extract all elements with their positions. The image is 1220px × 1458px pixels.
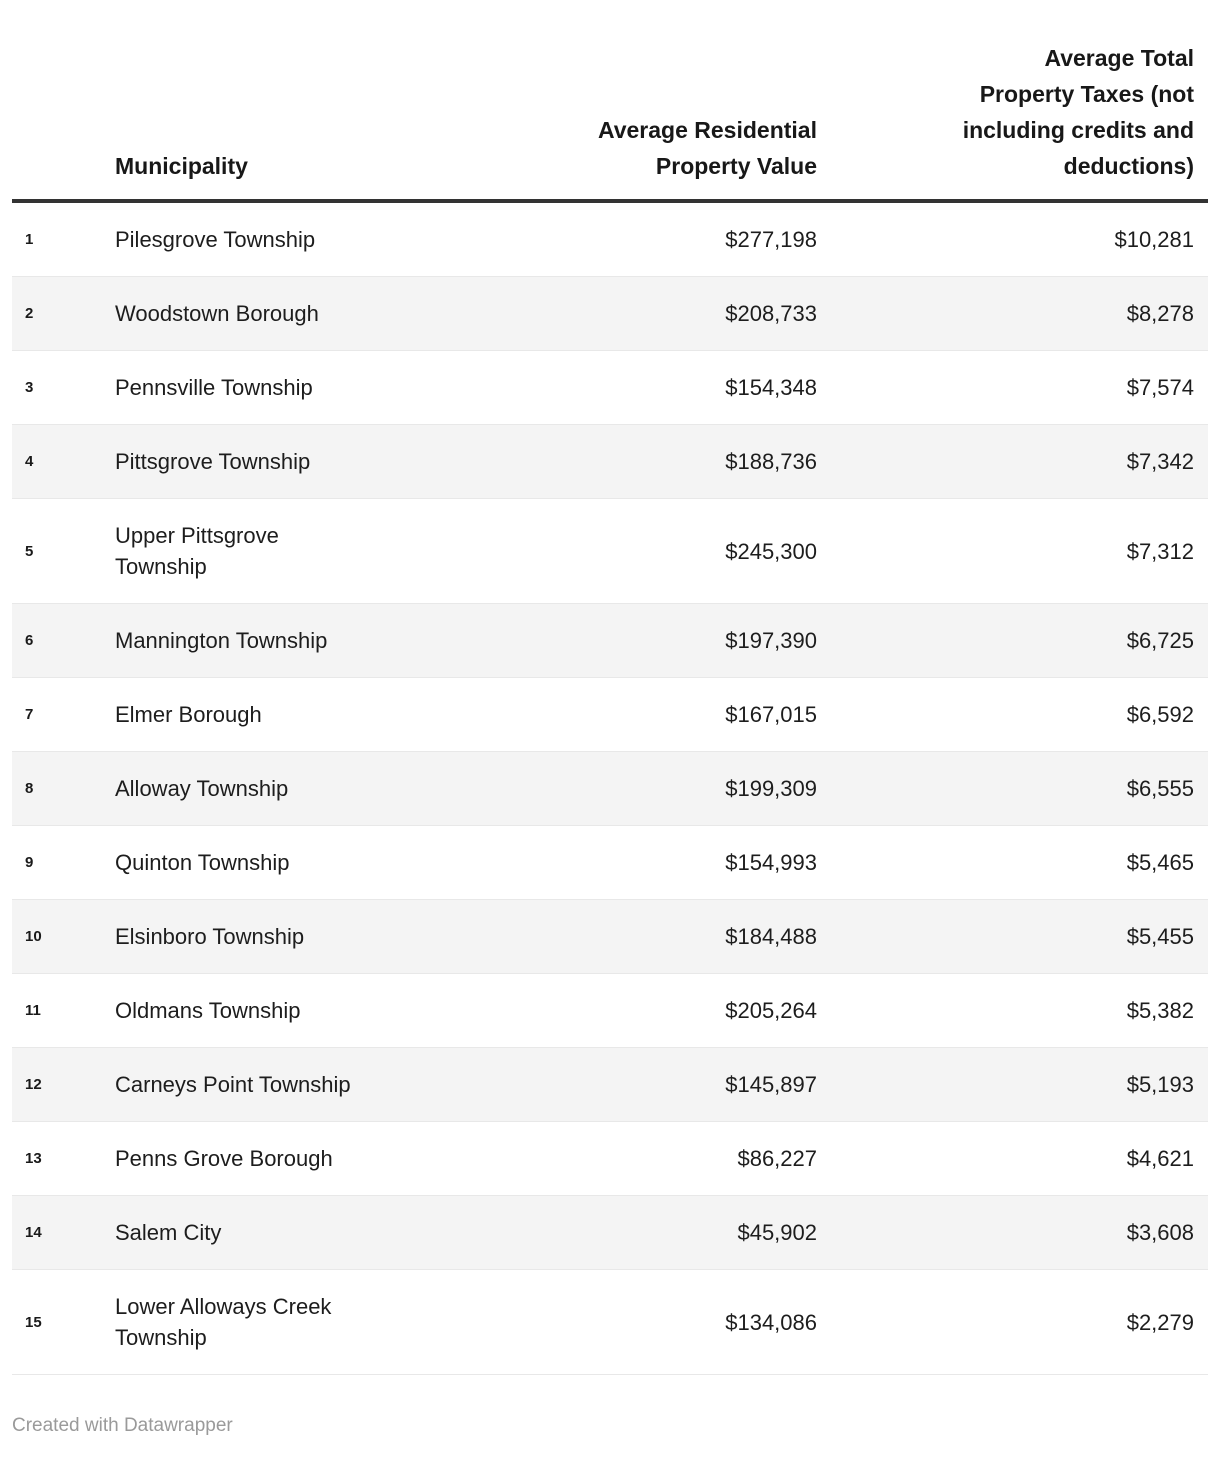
value-cell: $245,300 bbox=[445, 498, 825, 604]
rank-cell: 5 bbox=[12, 498, 115, 604]
taxes-cell: $8,278 bbox=[825, 276, 1208, 351]
column-header-property-taxes: Average Total Property Taxes (not includ… bbox=[825, 0, 1208, 203]
table-row: 10 Elsinboro Township $184,488 $5,455 bbox=[12, 899, 1208, 974]
value-cell: $145,897 bbox=[445, 1047, 825, 1122]
table-row: 13 Penns Grove Borough $86,227 $4,621 bbox=[12, 1121, 1208, 1196]
taxes-cell: $6,725 bbox=[825, 603, 1208, 678]
taxes-cell: $5,382 bbox=[825, 973, 1208, 1048]
municipality-cell: Elsinboro Township bbox=[115, 899, 445, 974]
rank-cell: 3 bbox=[12, 350, 115, 425]
municipality-cell: Pilesgrove Township bbox=[115, 201, 445, 277]
table-row: 3 Pennsville Township $154,348 $7,574 bbox=[12, 350, 1208, 425]
municipality-cell: Salem City bbox=[115, 1195, 445, 1270]
value-cell: $154,993 bbox=[445, 825, 825, 900]
table-row: 2 Woodstown Borough $208,733 $8,278 bbox=[12, 276, 1208, 351]
municipality-cell: Upper Pittsgrove Township bbox=[115, 498, 445, 604]
table-row: 5 Upper Pittsgrove Township $245,300 $7,… bbox=[12, 498, 1208, 604]
value-cell: $134,086 bbox=[445, 1269, 825, 1375]
value-cell: $277,198 bbox=[445, 201, 825, 277]
table-row: 14 Salem City $45,902 $3,608 bbox=[12, 1195, 1208, 1270]
municipality-cell: Elmer Borough bbox=[115, 677, 445, 752]
value-cell: $197,390 bbox=[445, 603, 825, 678]
table-body: 1 Pilesgrove Township $277,198 $10,281 2… bbox=[12, 201, 1208, 1375]
rank-cell: 11 bbox=[12, 973, 115, 1048]
rank-cell: 1 bbox=[12, 201, 115, 277]
value-cell: $208,733 bbox=[445, 276, 825, 351]
rank-cell: 2 bbox=[12, 276, 115, 351]
municipality-cell: Lower Alloways Creek Township bbox=[115, 1269, 445, 1375]
table-row: 9 Quinton Township $154,993 $5,465 bbox=[12, 825, 1208, 900]
table-row: 1 Pilesgrove Township $277,198 $10,281 bbox=[12, 201, 1208, 277]
footer: Created with Datawrapper bbox=[12, 1415, 1208, 1437]
value-cell: $199,309 bbox=[445, 751, 825, 826]
taxes-cell: $7,574 bbox=[825, 350, 1208, 425]
table-row: 11 Oldmans Township $205,264 $5,382 bbox=[12, 973, 1208, 1048]
value-cell: $167,015 bbox=[445, 677, 825, 752]
taxes-cell: $5,455 bbox=[825, 899, 1208, 974]
table-row: 12 Carneys Point Township $145,897 $5,19… bbox=[12, 1047, 1208, 1122]
value-cell: $154,348 bbox=[445, 350, 825, 425]
rank-cell: 10 bbox=[12, 899, 115, 974]
value-cell: $205,264 bbox=[445, 973, 825, 1048]
column-header-rank bbox=[12, 0, 115, 203]
municipality-cell: Alloway Township bbox=[115, 751, 445, 826]
datawrapper-attribution-link[interactable]: Created with Datawrapper bbox=[12, 1415, 233, 1436]
taxes-cell: $7,342 bbox=[825, 424, 1208, 499]
municipality-cell: Pittsgrove Township bbox=[115, 424, 445, 499]
table-row: 8 Alloway Township $199,309 $6,555 bbox=[12, 751, 1208, 826]
value-cell: $86,227 bbox=[445, 1121, 825, 1196]
municipality-cell: Penns Grove Borough bbox=[115, 1121, 445, 1196]
municipality-cell: Oldmans Township bbox=[115, 973, 445, 1048]
taxes-cell: $10,281 bbox=[825, 201, 1208, 277]
value-cell: $188,736 bbox=[445, 424, 825, 499]
taxes-cell: $6,555 bbox=[825, 751, 1208, 826]
table-row: 7 Elmer Borough $167,015 $6,592 bbox=[12, 677, 1208, 752]
rank-cell: 14 bbox=[12, 1195, 115, 1270]
municipality-cell: Mannington Township bbox=[115, 603, 445, 678]
table-header: Municipality Average Residential Propert… bbox=[12, 0, 1208, 203]
taxes-cell: $6,592 bbox=[825, 677, 1208, 752]
rank-cell: 4 bbox=[12, 424, 115, 499]
taxes-cell: $4,621 bbox=[825, 1121, 1208, 1196]
value-cell: $45,902 bbox=[445, 1195, 825, 1270]
rank-cell: 12 bbox=[12, 1047, 115, 1122]
taxes-cell: $5,193 bbox=[825, 1047, 1208, 1122]
rank-cell: 6 bbox=[12, 603, 115, 678]
table-row: 4 Pittsgrove Township $188,736 $7,342 bbox=[12, 424, 1208, 499]
table-row: 15 Lower Alloways Creek Township $134,08… bbox=[12, 1269, 1208, 1375]
rank-cell: 8 bbox=[12, 751, 115, 826]
column-header-property-value: Average Residential Property Value bbox=[445, 0, 825, 203]
taxes-cell: $5,465 bbox=[825, 825, 1208, 900]
municipality-cell: Pennsville Township bbox=[115, 350, 445, 425]
table-header-row: Municipality Average Residential Propert… bbox=[12, 0, 1208, 203]
municipality-cell: Woodstown Borough bbox=[115, 276, 445, 351]
municipality-cell: Carneys Point Township bbox=[115, 1047, 445, 1122]
rank-cell: 7 bbox=[12, 677, 115, 752]
value-cell: $184,488 bbox=[445, 899, 825, 974]
rank-cell: 13 bbox=[12, 1121, 115, 1196]
column-header-municipality: Municipality bbox=[115, 0, 445, 203]
municipality-tax-table: Municipality Average Residential Propert… bbox=[12, 0, 1208, 1375]
taxes-cell: $3,608 bbox=[825, 1195, 1208, 1270]
taxes-cell: $7,312 bbox=[825, 498, 1208, 604]
taxes-cell: $2,279 bbox=[825, 1269, 1208, 1375]
rank-cell: 9 bbox=[12, 825, 115, 900]
rank-cell: 15 bbox=[12, 1269, 115, 1375]
table-row: 6 Mannington Township $197,390 $6,725 bbox=[12, 603, 1208, 678]
municipality-cell: Quinton Township bbox=[115, 825, 445, 900]
